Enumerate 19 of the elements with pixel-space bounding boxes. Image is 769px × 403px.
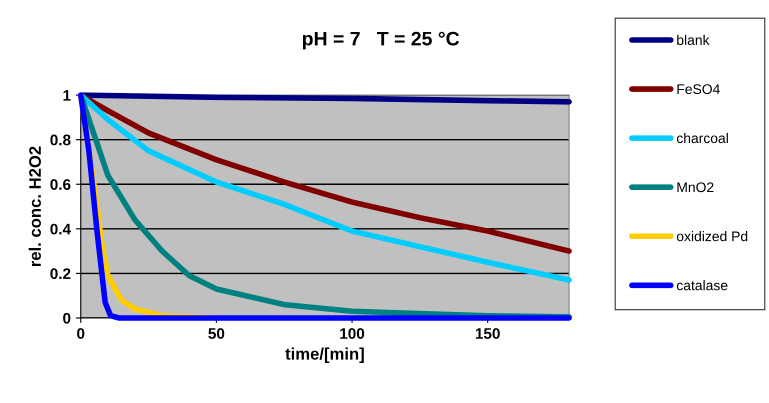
y-tick-label: 0 [63,312,70,324]
legend-label: MnO2 [677,182,714,192]
x-tick-label: 100 [340,328,364,339]
y-tick-label: 1 [63,90,71,101]
y-axis-title: rel. conc. H2O2 [28,146,41,266]
y-tick-label: 0.6 [50,179,70,190]
legend-label: charcoal [676,132,728,144]
y-tick-label: 0.8 [50,134,71,146]
legend-label: FeSO4 [677,84,720,94]
x-axis-title: time/[min] [285,347,364,364]
chart-title: pH = 7 T = 25 °C [302,32,460,50]
y-tick-label: 0.4 [50,224,71,235]
x-tick-label: 150 [476,328,500,339]
y-tick-label: 0.2 [50,268,70,280]
legend-label: catalase [676,280,728,290]
legend-label: oxidized Pd [676,231,748,242]
x-tick-label: 0 [77,328,84,339]
legend-label: blank [677,34,710,46]
x-tick-label: 50 [208,328,224,339]
